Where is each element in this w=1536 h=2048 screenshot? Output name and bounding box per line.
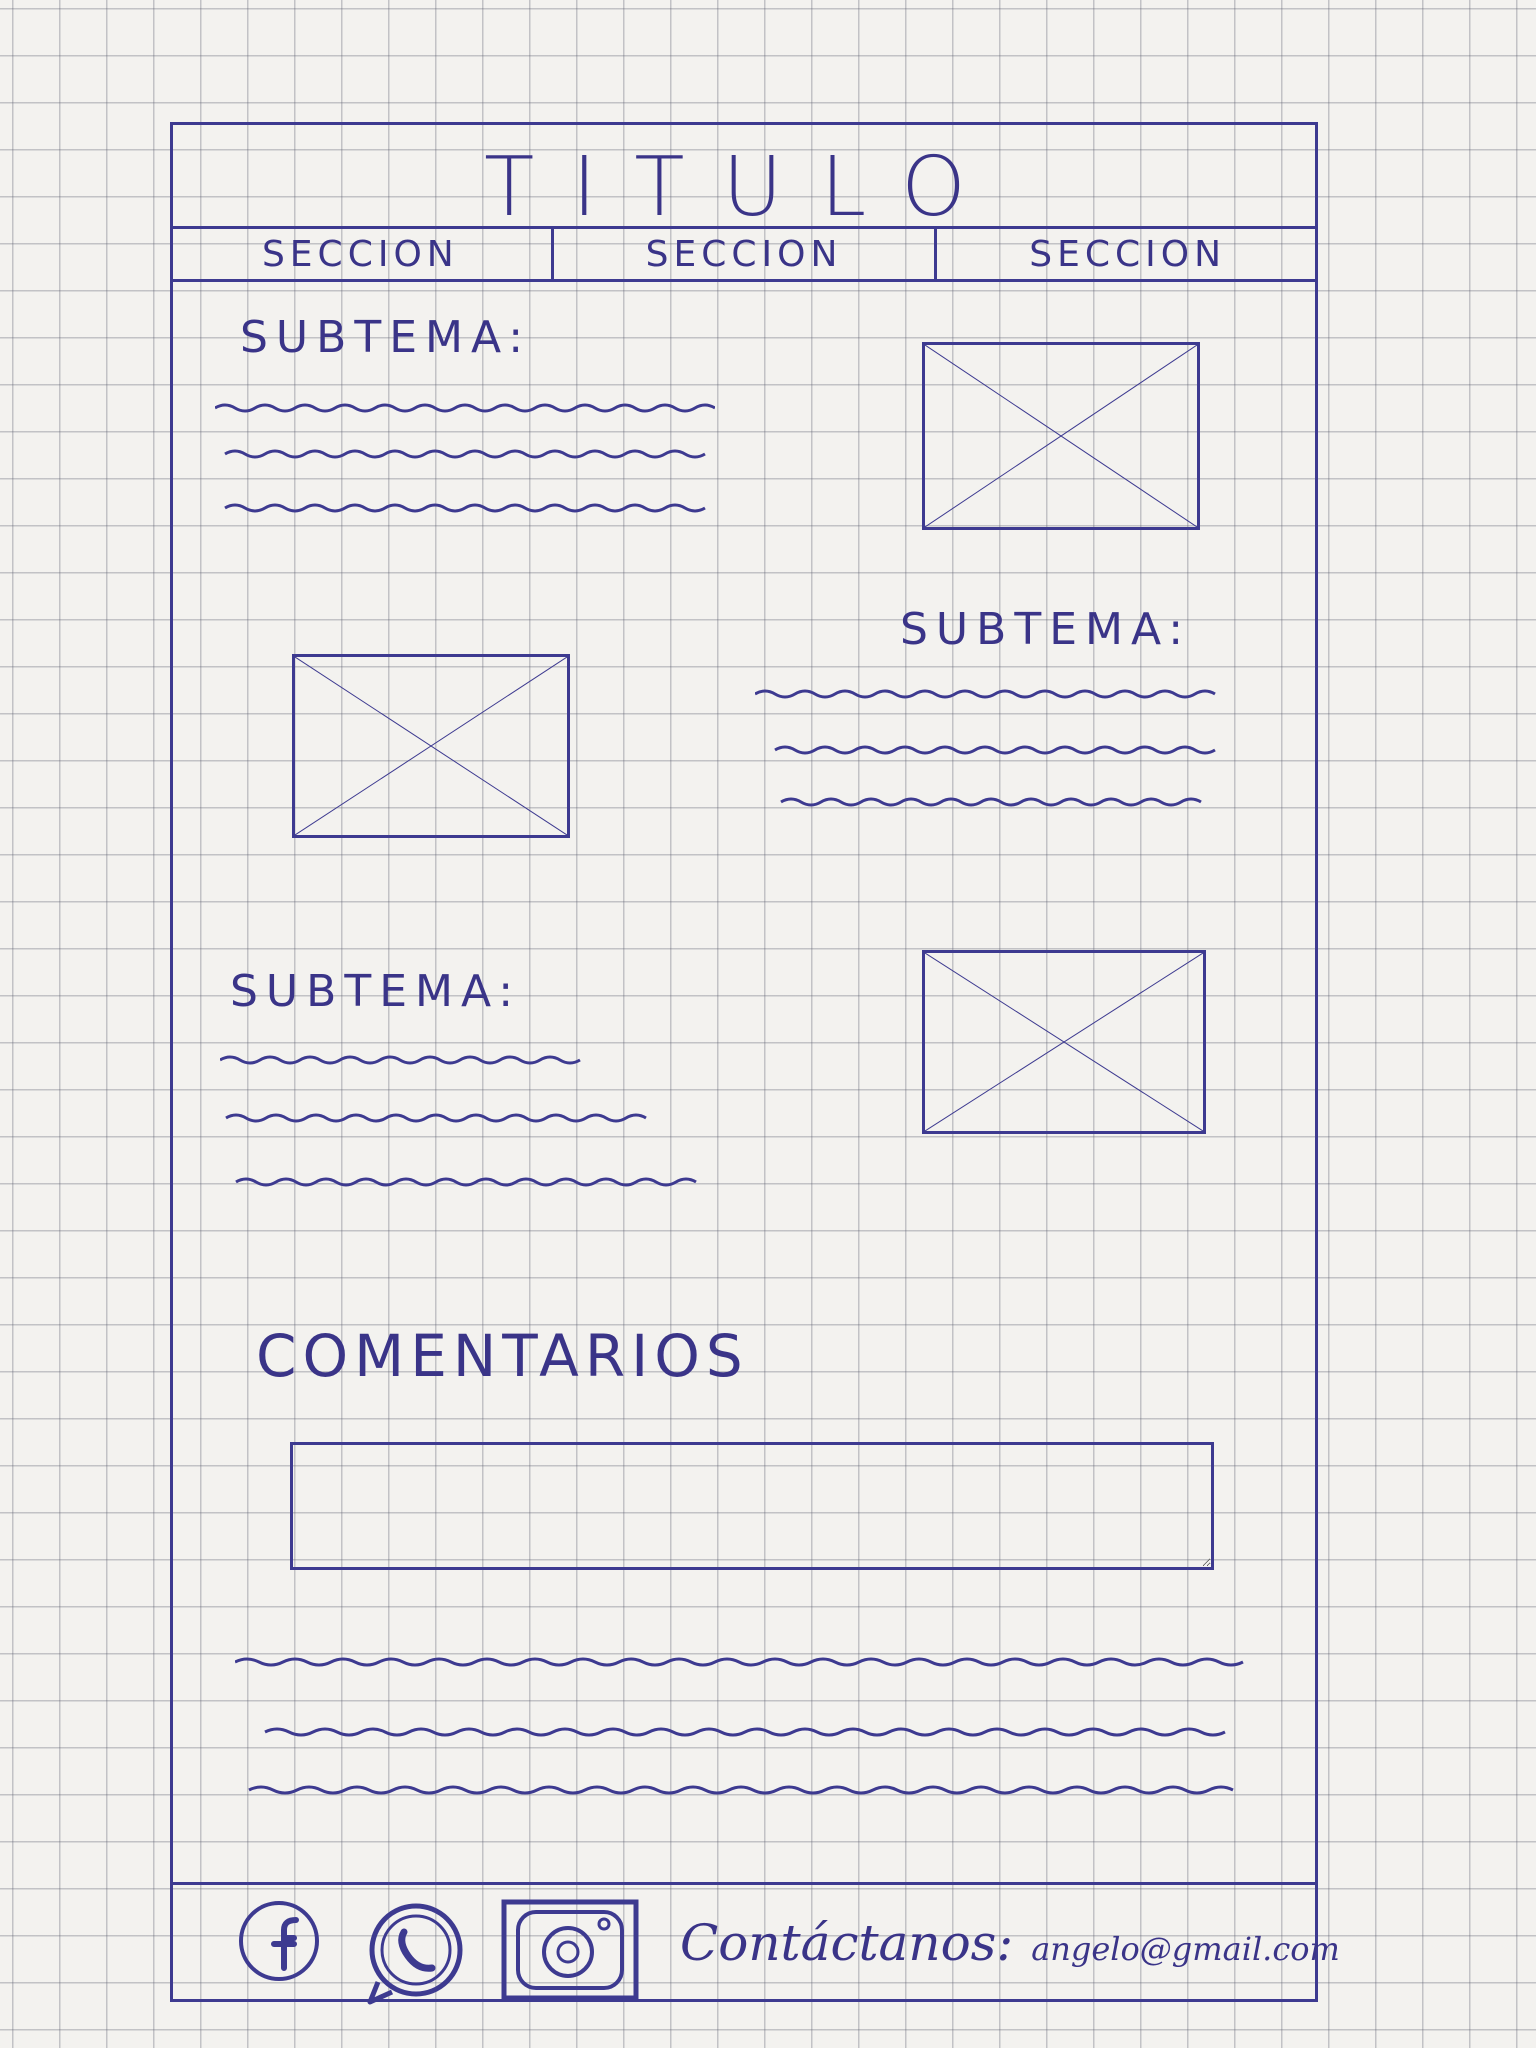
contact-label: Contáctanos: xyxy=(680,1914,1014,1972)
page-frame xyxy=(170,122,1318,2002)
nav-tab-1[interactable]: SECCION xyxy=(170,229,554,279)
facebook-link[interactable] xyxy=(236,1898,322,1984)
section-1-text xyxy=(215,403,715,513)
comments-list xyxy=(235,1657,1244,1795)
whatsapp-link[interactable] xyxy=(356,1898,476,2008)
facebook-icon xyxy=(239,1901,319,1981)
section-3-image-placeholder xyxy=(922,950,1206,1134)
nav-tab-2[interactable]: SECCION xyxy=(554,229,938,279)
instagram-icon xyxy=(501,1899,639,2001)
contact-email-link[interactable]: angelo@gmail.com xyxy=(1031,1930,1340,1968)
section-3-subtitle: SUBTEMA: xyxy=(230,966,522,1017)
instagram-link[interactable] xyxy=(500,1898,640,2002)
footer xyxy=(170,1882,1318,2002)
whatsapp-icon xyxy=(367,1903,463,2005)
section-2-image-placeholder xyxy=(292,654,570,838)
section-2-subtitle: SUBTEMA: xyxy=(900,604,1192,655)
section-1-image-placeholder xyxy=(922,342,1200,530)
nav-bar: SECCION SECCION SECCION xyxy=(170,226,1318,282)
section-1-subtitle: SUBTEMA: xyxy=(240,312,532,363)
nav-tab-3[interactable]: SECCION xyxy=(1029,233,1227,275)
comments-heading: COMENTARIOS xyxy=(256,1322,749,1390)
section-3-text xyxy=(220,1055,697,1187)
page-title: TITULO xyxy=(484,140,1004,235)
section-2-text xyxy=(755,689,1216,807)
contact-info: Contáctanos: angelo@gmail.com xyxy=(680,1914,1340,1972)
comment-input[interactable] xyxy=(290,1442,1214,1570)
